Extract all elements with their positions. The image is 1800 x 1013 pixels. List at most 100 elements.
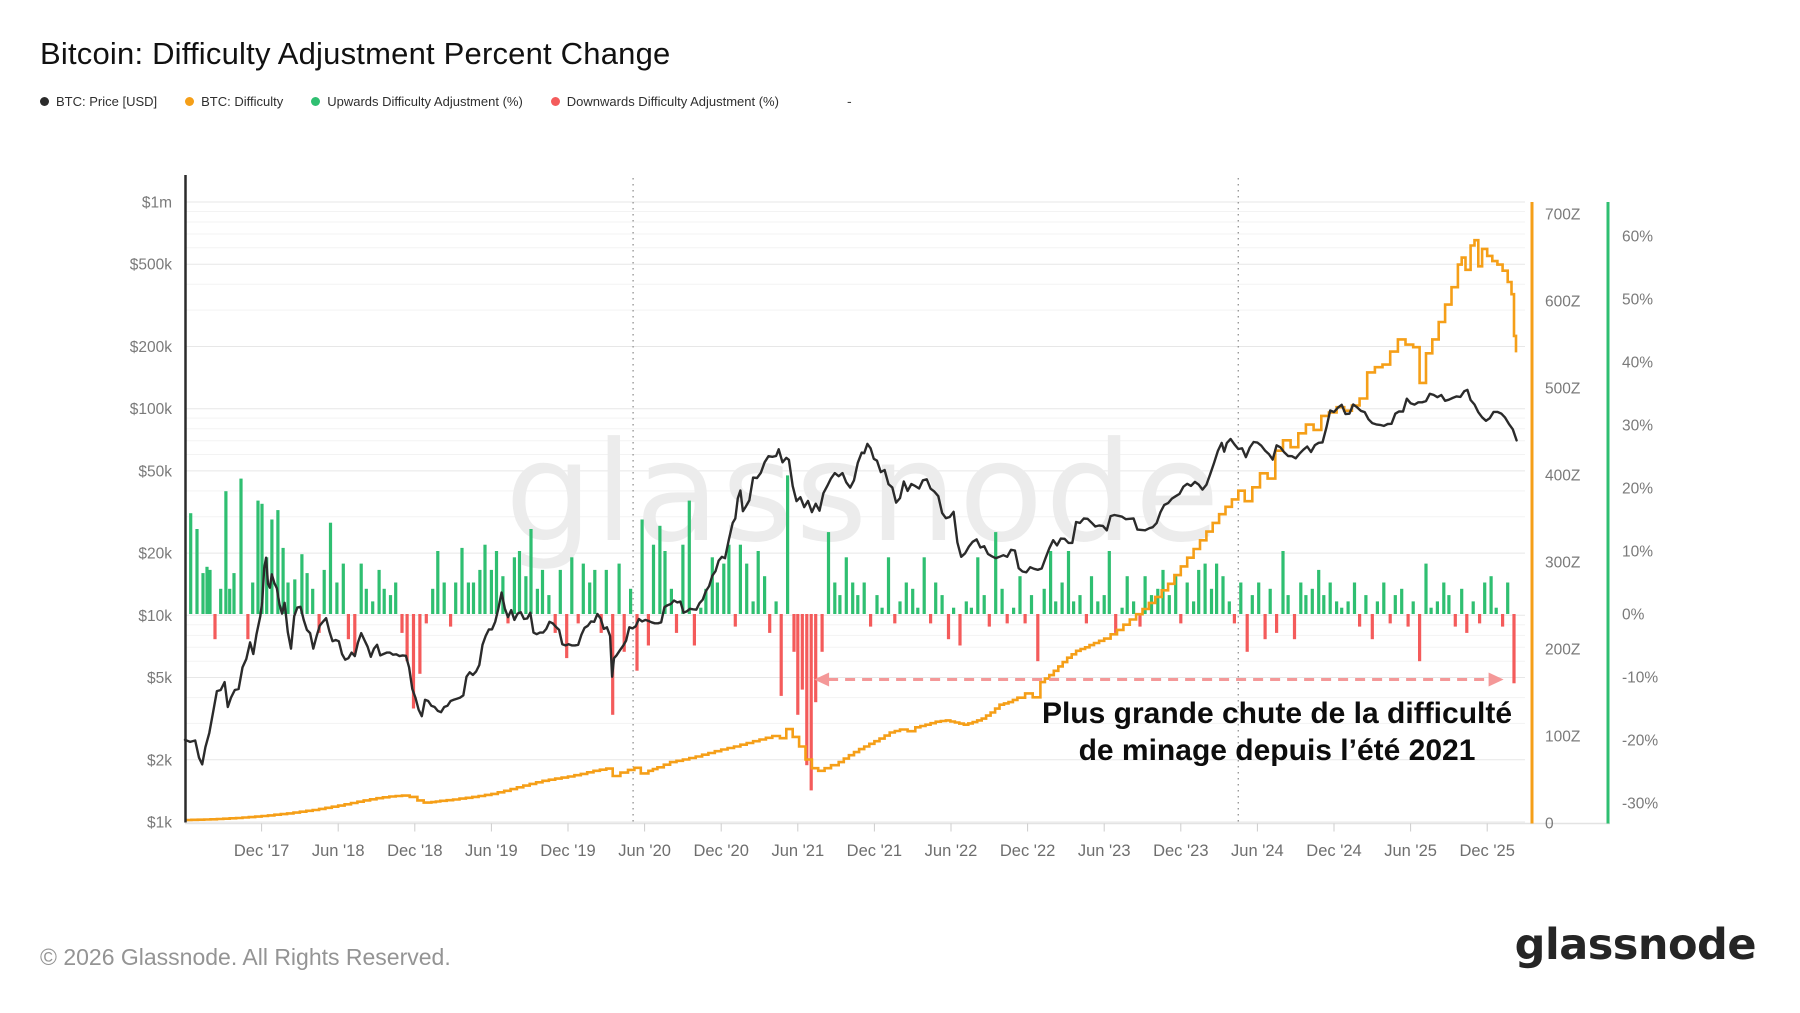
up-adjustment-bar [1042,588,1046,614]
price-tick-label: $10k [138,608,172,625]
up-adjustment-bar [886,557,891,614]
up-adjustment-bar [1192,601,1196,614]
up-adjustment-bar [1352,582,1357,614]
down-adjustment-bar [733,614,737,627]
up-adjustment-bar [1375,601,1379,614]
up-adjustment-bar [856,595,860,614]
percent-tick-label: 10% [1622,544,1653,561]
up-adjustment-bar [494,551,499,614]
down-adjustment-bar [646,614,650,646]
difficulty-tick-label: 700Z [1545,207,1580,224]
x-tick-label: Dec '21 [847,842,902,860]
up-adjustment-bar [1167,595,1171,614]
percent-tick-label: 50% [1622,292,1653,309]
up-adjustment-bar [364,588,368,614]
legend-label: Upwards Difficulty Adjustment (%) [327,93,523,109]
up-adjustment-bar [1209,588,1214,614]
up-adjustment-bar [1029,595,1034,614]
percent-tick-label: 30% [1622,418,1653,435]
up-adjustment-bar [228,588,232,614]
up-adjustment-bar [934,582,938,614]
up-adjustment-bar [964,601,968,614]
up-adjustment-bar [994,532,998,614]
up-adjustment-bar [388,595,393,614]
up-adjustment-bar [699,607,703,614]
up-adjustment-bar [617,563,621,614]
up-adjustment-bar [1304,595,1308,614]
up-adjustment-bar [1096,601,1100,614]
up-adjustment-bar [1066,551,1071,614]
legend-marker [185,96,195,106]
down-adjustment-bar [1275,614,1279,633]
down-adjustment-bar [800,614,804,690]
up-adjustment-bar [558,569,562,614]
percent-tick-label: 0% [1622,607,1645,624]
chart-canvas[interactable]: glassnode $1k $2k $5k $10k $20k $50k $100k $200k… [0,0,1800,890]
up-adjustment-bar [745,563,749,614]
price-tick-label: $200k [130,339,172,356]
up-adjustment-bar [1489,576,1493,614]
up-adjustment-bar [208,569,212,614]
up-adjustment-bar [311,588,315,614]
annotation-layer: Plus grande chute de la difficulté de min… [814,672,1512,767]
down-adjustment-bar [1023,614,1027,624]
down-adjustment-bar [317,614,321,633]
down-adjustment-bar [1179,614,1183,624]
legend-item-2[interactable]: BTC: Difficulty [185,94,283,109]
up-adjustment-bar [1049,551,1053,614]
up-adjustment-bar [251,582,255,614]
copyright-text: © 2026 Glassnode. All Rights Reserved. [40,944,451,970]
price-tick-label: $1k [147,815,172,832]
down-adjustment-bar [869,614,873,627]
down-adjustment-bar [893,614,897,624]
annotation-line1: Plus grande chute de la difficulté [1042,697,1512,730]
x-tick-label: Jun '20 [618,842,671,860]
up-adjustment-bar [588,582,592,614]
legend-item-1[interactable]: BTC: Price [USD] [40,94,157,109]
up-adjustment-bar [838,595,842,614]
x-tick-label: Jun '18 [312,842,365,860]
up-adjustment-bar [1281,551,1285,614]
up-adjustment-bar [1346,601,1350,614]
down-adjustment-bar [1501,614,1505,627]
down-adjustment-bar [674,614,679,633]
up-adjustment-bar [1400,588,1404,614]
down-adjustment-bar [820,614,824,652]
up-adjustment-bar [875,595,879,614]
up-adjustment-bar [1335,601,1339,614]
up-adjustment-bar [1429,607,1433,614]
up-adjustment-bar [1239,582,1243,614]
up-adjustment-bar [751,601,755,614]
up-adjustment-bar [1000,588,1004,614]
price-layer [183,388,1518,766]
down-adjustment-bar [405,614,409,662]
up-adjustment-bar [540,569,545,614]
up-adjustment-bar [658,525,662,614]
difficulty-tick-label: 100Z [1545,729,1580,746]
x-tick-label: Jun '21 [771,842,824,860]
legend-item-4[interactable]: Downwards Difficulty Adjustment (%) [550,94,779,109]
down-adjustment-bar [353,614,357,655]
up-adjustment-bar [1299,582,1303,614]
up-adjustment-bar [1435,601,1439,614]
up-adjustment-bar [1322,595,1326,614]
down-adjustment-bar [809,614,813,791]
price-tick-label: $20k [138,546,172,563]
legend-item-3[interactable]: Upwards Difficulty Adjustment (%) [311,94,523,109]
difficulty-tick-label: 600Z [1545,294,1580,311]
arrowhead-right [1488,672,1504,687]
up-adjustment-bar [922,557,926,614]
up-adjustment-bar [460,547,464,614]
down-adjustment-bar [506,614,510,624]
up-adjustment-bar [256,500,260,614]
glassnode-watermark: glassnode [505,412,1222,573]
down-adjustment-bar [635,614,639,671]
up-adjustment-bar [1364,595,1368,614]
up-adjustment-bar [1054,601,1058,614]
up-adjustment-bar [201,573,205,614]
up-adjustment-bar [851,582,855,614]
up-adjustment-bar [687,500,691,614]
bars-layer [189,475,1516,791]
down-adjustment-bar [565,614,569,659]
up-adjustment-bar [281,547,285,614]
